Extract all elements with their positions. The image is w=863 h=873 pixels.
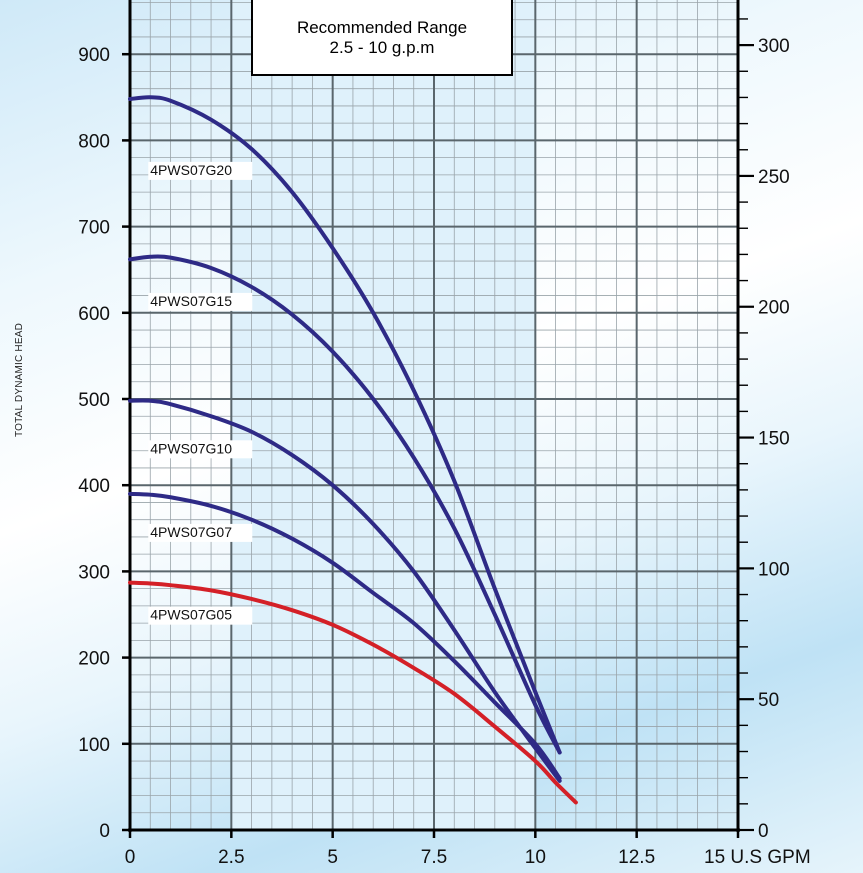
y-tick-label: 200 (78, 649, 110, 670)
curve-4pws07g10 (128, 398, 562, 783)
y2-tick-label: 200 (758, 298, 790, 319)
y-tick-labels: 0 100 200 300 400 500 600 700 800 900 (78, 45, 110, 842)
series-label-4pws07g07: 4PWS07G07 (150, 524, 232, 540)
curve-4pws07g20 (128, 95, 562, 755)
y-tick-label: 800 (78, 131, 110, 152)
pump-curves (128, 95, 578, 805)
y2-tick-label: 0 (758, 821, 769, 842)
recommended-range-box: Recommended Range 2.5 - 10 g.p.m (251, 0, 513, 76)
series-label-bg (148, 523, 253, 542)
x-tick-label: 15 U.S GPM (704, 847, 811, 868)
y2-tick-label: 100 (758, 559, 790, 580)
x-tick-label: 7.5 (421, 847, 447, 868)
series-label-bg (148, 606, 253, 625)
y2-tick-label: 300 (758, 36, 790, 57)
series-label-bg (148, 440, 253, 459)
series-labels: 4PWS07G20 4PWS07G15 4PWS07G10 4PWS07G07 4PWS… (148, 161, 253, 625)
y-tick-label: 0 (99, 821, 110, 842)
x-tick-label: 5 (327, 847, 338, 868)
recommended-range-values: 2.5 - 10 g.p.m (330, 38, 435, 57)
axes (122, 0, 754, 838)
y-axis-label: TOTAL DYNAMIC HEAD (14, 323, 25, 437)
series-label-4pws07g15: 4PWS07G15 (150, 293, 232, 309)
y-tick-label: 900 (78, 45, 110, 66)
secondary-y-tick-labels: 0 50 100 150 200 250 300 (758, 36, 790, 842)
series-label-4pws07g20: 4PWS07G20 (150, 162, 232, 178)
series-label-4pws07g05: 4PWS07G05 (150, 607, 232, 623)
x-tick-label: 0 (125, 847, 136, 868)
y-tick-label: 500 (78, 390, 110, 411)
curve-4pws07g05 (128, 580, 578, 805)
x-tick-label: 2.5 (218, 847, 244, 868)
y-tick-label: 100 (78, 735, 110, 756)
x-tick-labels: 0 2.5 5 7.5 10 12.5 15 U.S GPM (125, 847, 811, 868)
series-label-bg (148, 161, 253, 180)
curve-4pws07g15 (128, 254, 562, 755)
y2-tick-label: 50 (758, 690, 779, 711)
y2-tick-label: 150 (758, 429, 790, 450)
x-tick-label: 10 (525, 847, 546, 868)
recommended-range-title: Recommended Range (297, 18, 467, 37)
y-tick-label: 400 (78, 476, 110, 497)
curve-4pws07g07 (128, 491, 562, 781)
y2-tick-label: 250 (758, 167, 790, 188)
y-tick-label: 600 (78, 304, 110, 325)
series-label-bg (148, 292, 253, 311)
recommended-range-box-frame (251, 0, 513, 76)
series-label-4pws07g10: 4PWS07G10 (150, 440, 232, 456)
x-tick-label: 12.5 (618, 847, 655, 868)
y-tick-label: 300 (78, 562, 110, 583)
y-tick-label: 700 (78, 218, 110, 239)
